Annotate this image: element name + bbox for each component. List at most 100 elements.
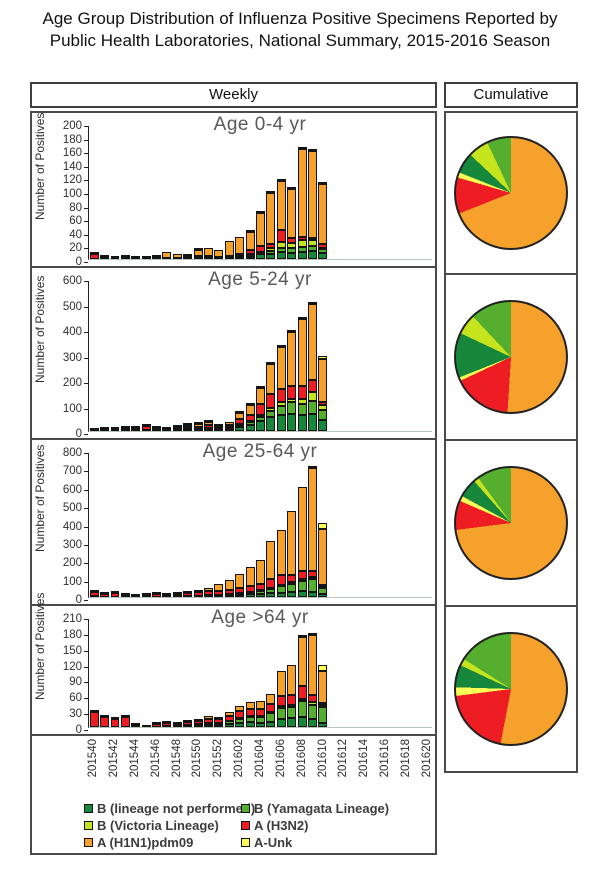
y-tick-mark <box>84 434 88 435</box>
bar-segment-np <box>318 419 328 431</box>
bar-segment-h3 <box>141 725 151 727</box>
weekly-chart-panel-3: Number of Positives Age >64 yr 0 30 60 90 120 1… <box>32 593 435 736</box>
bar-segment-h3 <box>89 712 99 727</box>
bar-segment-h1 <box>152 591 162 594</box>
bar-segment-h1 <box>318 358 328 403</box>
bar-segment-h1 <box>276 671 286 697</box>
bar-segment-np <box>266 721 276 727</box>
bar-segment-h3 <box>204 425 213 428</box>
y-tick-mark <box>84 508 88 510</box>
bar-segment-h1 <box>287 510 297 575</box>
page-title-line1: Age Group Distribution of Influenza Posi… <box>42 9 558 28</box>
y-tick-mark <box>84 563 88 565</box>
bar-segment-unk <box>318 523 328 529</box>
bar-segment-h3 <box>256 404 265 416</box>
bar-segment-np <box>297 252 307 259</box>
legend-swatch-unk <box>241 838 250 847</box>
bar-segment-vic <box>287 243 297 249</box>
y-tick-mark <box>84 281 88 282</box>
bar-segment-h1 <box>266 541 276 579</box>
bar-segment-h1 <box>308 467 317 571</box>
x-tick-label: 201604 <box>254 739 266 778</box>
bar-segment-yam <box>287 248 297 254</box>
bar-segment-unk <box>245 403 255 405</box>
bar-segment-h1 <box>256 387 265 404</box>
y-tick-mark <box>84 489 88 491</box>
legend-label: A (H1N1)pdm09 <box>97 835 194 850</box>
bar-segment-h1 <box>245 567 255 587</box>
bar-segment-h1 <box>183 254 193 257</box>
bar-segment-h3 <box>120 428 130 431</box>
bar-segment-yam <box>276 586 286 593</box>
y-tick-label: 160 <box>62 147 82 160</box>
bar-segment-h3 <box>120 257 130 259</box>
y-tick-label: 200 <box>62 120 82 132</box>
bar-segment-unk <box>287 187 297 190</box>
bar-segment-h3 <box>141 426 151 431</box>
bar-segment-yam <box>266 588 276 594</box>
bar-segment-h1 <box>235 573 245 588</box>
bar-segment-h3 <box>214 590 224 596</box>
y-tick-mark <box>84 453 88 454</box>
bar-segment-h1 <box>152 425 162 428</box>
bar-segment-np <box>276 592 286 597</box>
bar-segment-h3 <box>224 589 234 595</box>
bar-segment-h3 <box>297 237 307 241</box>
bar-segment-yam <box>308 245 317 252</box>
bar-segment-h1 <box>287 189 297 238</box>
y-tick-mark <box>84 730 88 731</box>
bar-segment-h3 <box>235 419 245 424</box>
bar-segment-yam <box>245 716 255 722</box>
bar-segment-h3 <box>193 592 203 596</box>
bar-segment-yam <box>318 249 328 254</box>
bar-segment-unk <box>276 344 286 347</box>
legend-label: B (Victoria Lineage) <box>97 818 219 833</box>
bar-segment-h1 <box>183 591 193 594</box>
y-tick-mark <box>84 332 88 333</box>
bar-segment-unk <box>193 247 203 250</box>
bar-segment-np <box>308 251 317 259</box>
cumulative-pie-3 <box>454 632 568 746</box>
legend-label: B (lineage not performed) <box>97 801 256 816</box>
bar-segment-h1 <box>308 634 317 695</box>
x-tick-label: 201552 <box>212 739 225 778</box>
bar-segment-np <box>287 413 297 431</box>
bar-segment-h3 <box>162 722 172 726</box>
bar-segment-np <box>276 252 286 259</box>
bar-segment-h1 <box>183 719 193 722</box>
bar-segment-h1 <box>308 303 317 380</box>
bar-segment-vic <box>266 248 276 252</box>
x-tick-label: 201610 <box>316 739 329 778</box>
weekly-column-header: Weekly <box>30 82 437 108</box>
bar-segment-h3 <box>183 593 193 597</box>
x-tick-label: 201602 <box>233 739 246 778</box>
y-tick-mark <box>84 383 88 384</box>
bar-segment-yam <box>235 718 245 723</box>
bar-segment-h1 <box>141 255 151 258</box>
weekly-chart-panel-1: Number of Positives Age 5-24 yr 0 100 200 300… <box>32 268 435 440</box>
bar-segment-h1 <box>162 593 172 596</box>
bar-segment-h3 <box>224 424 234 428</box>
bar-segment-np <box>297 590 307 597</box>
bar-segment-h1 <box>100 592 110 595</box>
bar-segment-h1 <box>235 237 245 255</box>
y-tick-label: 0 <box>75 428 82 440</box>
bar-segment-vic <box>318 404 328 410</box>
y-tick-label: 100 <box>62 188 82 200</box>
bar-segment-h3 <box>287 386 297 399</box>
legend-swatch-h3 <box>241 821 250 830</box>
bar-segment-h1 <box>308 150 317 238</box>
legend-item-np: B (lineage not performed) <box>84 800 255 817</box>
bar-segment-yam <box>224 721 234 725</box>
bar-segment-yam <box>276 406 286 415</box>
bar-segment-h1 <box>183 424 193 427</box>
bar-segment-np <box>287 717 297 727</box>
bar-segment-h1 <box>245 231 255 250</box>
bar-segment-np <box>318 253 328 259</box>
bar-segment-unk <box>308 465 317 468</box>
legend-swatch-h1 <box>84 838 93 847</box>
bar-segment-vic <box>287 705 297 708</box>
bar-segment-h3 <box>89 254 99 259</box>
y-tick-label: 600 <box>62 483 82 496</box>
y-tick-mark <box>84 126 88 127</box>
